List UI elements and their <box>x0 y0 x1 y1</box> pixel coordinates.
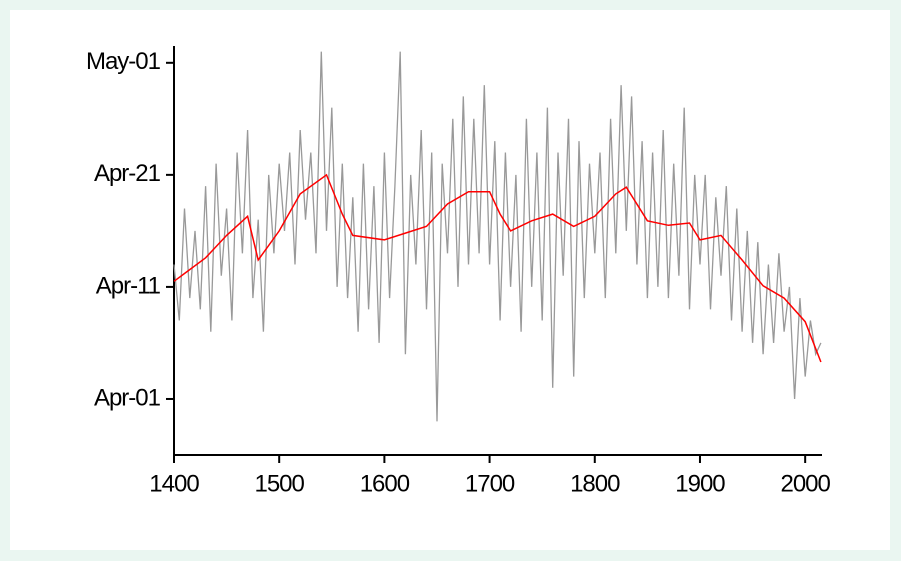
x-tick-label: 2000 <box>780 470 830 497</box>
x-tick-label: 1700 <box>465 470 515 497</box>
y-tick-label: Apr-21 <box>94 160 161 187</box>
y-tick-label: Apr-01 <box>94 384 161 411</box>
x-tick-label: 1900 <box>675 470 725 497</box>
series-line <box>173 51 822 422</box>
y-tick-label: Apr-11 <box>96 272 161 299</box>
chart: Apr-01 Apr-11 Apr-21 May-01 1400 1500 1600 1700… <box>10 10 890 550</box>
x-tick-label: 1500 <box>254 470 304 497</box>
y-tick-label: May-01 <box>86 48 161 75</box>
x-tick-label: 1800 <box>570 470 620 497</box>
x-tick-label: 1600 <box>360 470 410 497</box>
x-tick-label: 1400 <box>149 470 199 497</box>
series-line <box>173 173 822 363</box>
